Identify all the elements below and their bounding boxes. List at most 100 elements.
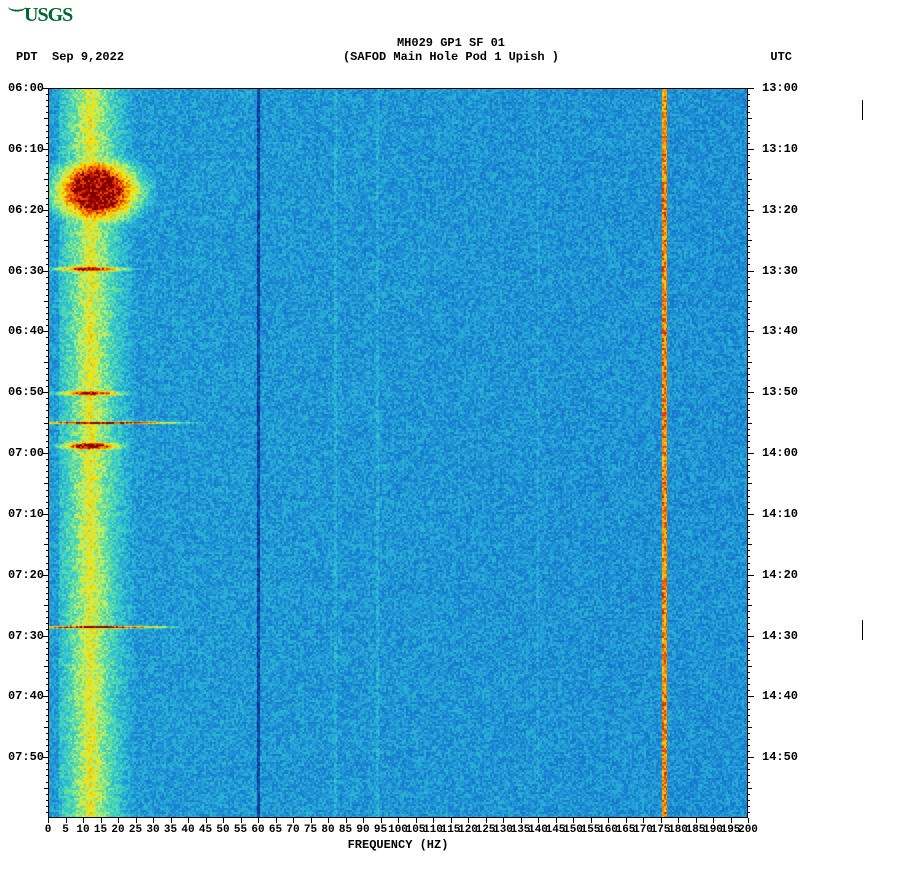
ytick-minor [46,185,48,186]
ytick-minor [46,751,48,752]
ytick-minor [46,106,48,107]
title-line2: (SAFOD Main Hole Pod 1 Upish ) [0,50,902,64]
ytick-minor [748,210,754,211]
ytick-minor [46,806,48,807]
ytick-minor [748,271,754,272]
ytick-minor [46,191,48,192]
ytick-minor [46,283,48,284]
ytick-minor [46,161,48,162]
xtick-mark [293,818,294,823]
xtick-label: 0 [45,824,52,836]
ytick-minor [46,502,48,503]
ytick-minor [748,611,750,612]
ytick-minor [46,441,48,442]
ytick-minor [748,191,750,192]
ytick-minor [748,417,750,418]
ytick-minor [42,271,48,272]
ytick-minor [748,727,752,728]
ytick-minor [748,204,750,205]
ytick-minor [748,173,750,174]
ytick-minor [46,289,48,290]
xtick-mark [311,818,312,823]
ytick-minor [44,544,48,545]
ytick-minor [748,277,750,278]
ytick-minor [748,344,750,345]
ytick-minor [46,234,48,235]
xtick-mark [363,818,364,823]
ytick-minor [748,319,750,320]
ytick-minor [748,216,750,217]
x-axis-label: FREQUENCY (HZ) [348,838,449,852]
xtick-mark [118,818,119,823]
xtick-mark [48,818,49,823]
ytick-minor [748,757,754,758]
ytick-minor [46,550,48,551]
ytick-minor [46,745,48,746]
ytick-minor [748,374,750,375]
ytick-minor [748,617,750,618]
ytick-minor [46,198,48,199]
ytick-minor [46,800,48,801]
ytick-minor [748,532,750,533]
ytick-minor [46,660,48,661]
ytick-minor [46,459,48,460]
ytick-minor [748,429,750,430]
ytick-minor [748,666,752,667]
ytick-minor [748,538,750,539]
ytick-minor [46,429,48,430]
ytick-minor [46,593,48,594]
ytick-left: 06:50 [0,385,44,399]
xtick-mark [101,818,102,823]
xtick-mark [556,818,557,823]
ytick-minor [748,477,750,478]
ytick-right: 14:00 [762,446,812,460]
ytick-minor [748,301,752,302]
ytick-minor [46,715,48,716]
ytick-minor [46,410,48,411]
ytick-minor [748,258,750,259]
ytick-minor [46,508,48,509]
ytick-minor [46,417,48,418]
title-line1: MH029 GP1 SF 01 [0,36,902,50]
ytick-minor [748,198,750,199]
ytick-right: 14:30 [762,629,812,643]
ytick-minor [748,696,754,697]
ytick-minor [46,246,48,247]
xtick-mark [433,818,434,823]
xtick-mark [171,818,172,823]
ytick-minor [748,246,750,247]
ytick-right: 13:40 [762,324,812,338]
ytick-minor [748,106,750,107]
ytick-minor [748,350,750,351]
xtick-mark [276,818,277,823]
chart-title: MH029 GP1 SF 01 (SAFOD Main Hole Pod 1 U… [0,36,902,64]
ytick-minor [748,222,750,223]
ytick-minor [46,769,48,770]
xtick-mark [626,818,627,823]
ytick-minor [748,690,750,691]
ytick-minor [46,398,48,399]
ytick-minor [748,234,750,235]
ytick-minor [748,368,750,369]
ytick-minor [748,483,752,484]
ytick-minor [748,775,750,776]
ytick-right: 13:30 [762,264,812,278]
ytick-minor [748,118,752,119]
ytick-minor [46,386,48,387]
ytick-minor [46,344,48,345]
ytick-minor [748,131,750,132]
ytick-minor [42,392,48,393]
ytick-minor [46,587,48,588]
ytick-minor [748,800,750,801]
ytick-minor [748,112,750,113]
ytick-minor [46,690,48,691]
ytick-minor [46,94,48,95]
ytick-minor [748,240,752,241]
ytick-minor [46,222,48,223]
ytick-minor [748,684,750,685]
ytick-minor [46,733,48,734]
ytick-minor [748,228,750,229]
ytick-minor [748,599,750,600]
ytick-minor [46,490,48,491]
timezone-right: UTC [770,50,792,64]
